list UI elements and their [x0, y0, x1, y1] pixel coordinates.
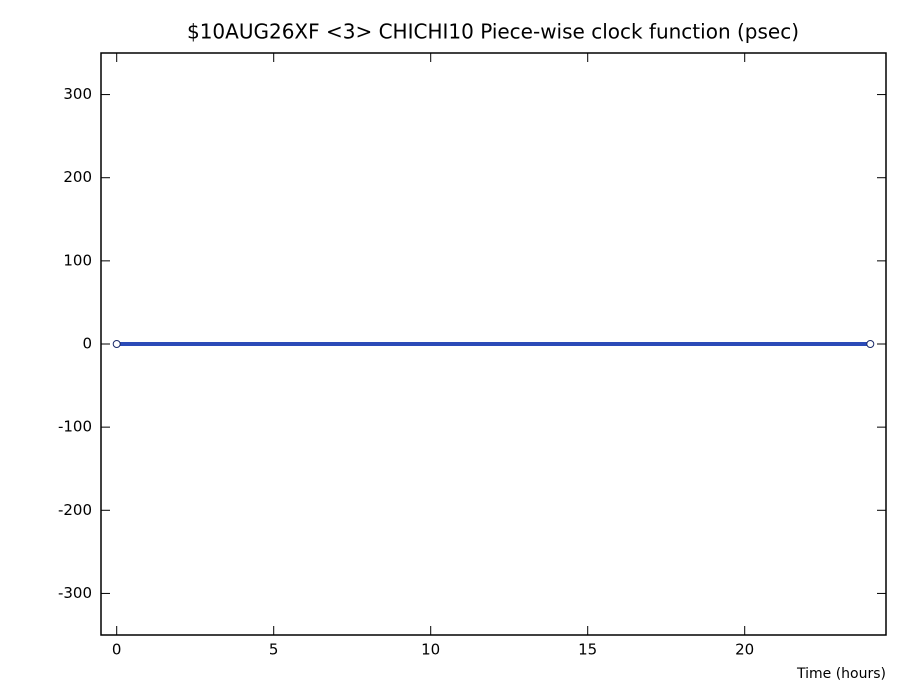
y-tick-label: 200: [63, 168, 92, 186]
x-tick-label: 15: [578, 641, 597, 659]
x-tick-label: 0: [112, 641, 122, 659]
x-axis-label: Time (hours): [796, 666, 886, 682]
x-tick-label: 5: [269, 641, 279, 659]
y-tick-label: -200: [58, 501, 92, 519]
y-tick-label: -100: [58, 418, 92, 436]
chart-title: $10AUG26XF <3> CHICHI10 Piece-wise clock…: [187, 20, 799, 44]
y-tick-label: 0: [82, 335, 92, 353]
x-tick-label: 10: [421, 641, 440, 659]
y-tick-label: -300: [58, 584, 92, 602]
y-tick-label: 100: [63, 251, 92, 269]
data-point: [866, 340, 875, 348]
x-tick-label: 20: [735, 641, 754, 659]
data-point: [112, 340, 121, 348]
y-tick-label: 300: [63, 85, 92, 103]
